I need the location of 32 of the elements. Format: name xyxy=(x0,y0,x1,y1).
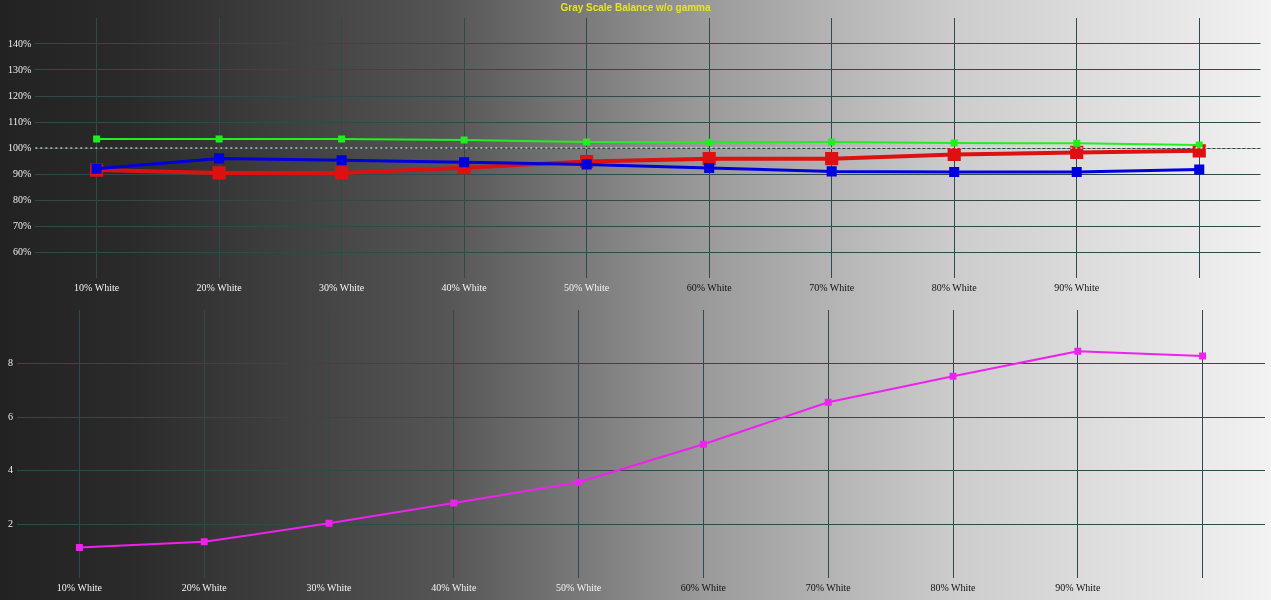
x-tick-label: 70% White xyxy=(809,281,855,293)
y-tick-label: 120% xyxy=(7,89,32,101)
y-tick-label: 6 xyxy=(8,410,13,422)
y-tick-label: 4 xyxy=(8,464,13,476)
x-tick-label: 20% White xyxy=(196,281,243,293)
y-tick-label: 130% xyxy=(7,63,32,75)
x-tick-label: 70% White xyxy=(805,581,852,593)
x-tick-label: 30% White xyxy=(306,581,353,593)
x-tick-label: 20% White xyxy=(181,581,228,593)
y-tick-label: 100% xyxy=(7,141,32,153)
x-tick-label: 60% White xyxy=(680,581,727,593)
y-tick-label: 2 xyxy=(8,518,13,530)
y-tick-label: 140% xyxy=(7,37,32,49)
y-tick-label: 90% xyxy=(12,167,32,179)
x-tick-label: 50% White xyxy=(556,581,602,593)
x-tick-label: 90% White xyxy=(1054,281,1100,293)
x-tick-label: 10% White xyxy=(74,281,120,293)
x-tick-label: 60% White xyxy=(686,281,733,293)
y-tick-label: 8 xyxy=(8,357,13,369)
x-tick-label: 40% White xyxy=(431,581,477,593)
y-tick-label: 80% xyxy=(12,193,32,205)
chart-title: Gray Scale Balance w/o gamma xyxy=(560,1,711,13)
x-tick-label: 10% White xyxy=(56,581,103,593)
x-tick-label: 80% White xyxy=(931,281,978,293)
x-tick-label: 30% White xyxy=(319,281,365,293)
x-tick-label: 80% White xyxy=(930,581,977,593)
y-tick-label: 60% xyxy=(12,245,32,257)
x-tick-label: 50% White xyxy=(564,281,610,293)
x-tick-label: 90% White xyxy=(1055,581,1101,593)
y-tick-label: 110% xyxy=(8,115,32,127)
y-tick-label: 70% xyxy=(12,219,32,231)
x-tick-label: 40% White xyxy=(441,281,488,293)
